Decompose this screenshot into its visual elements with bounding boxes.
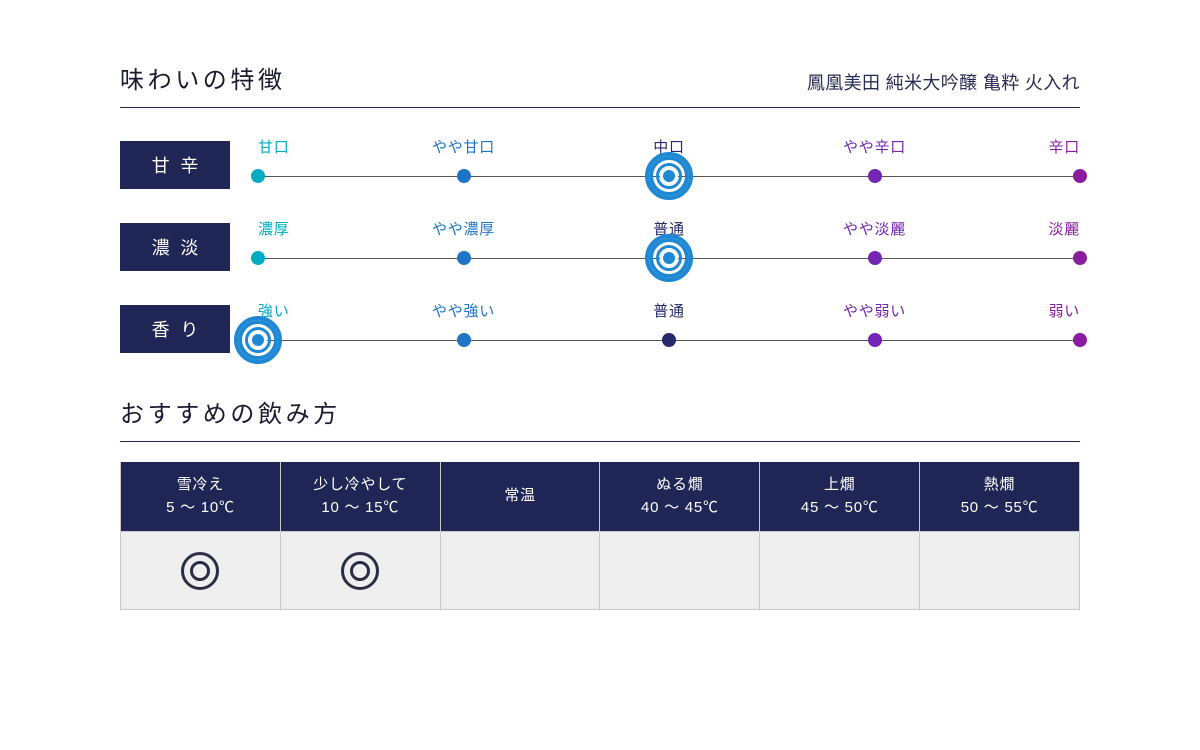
attribute-scale: 濃厚やや濃厚普通やや淡麗淡麗	[258, 218, 1080, 276]
scale-point	[868, 251, 882, 265]
drinking-cell	[281, 532, 440, 610]
scale-point-label: やや辛口	[843, 136, 906, 157]
attribute-label: 甘辛	[120, 141, 230, 189]
recommended-mark-icon	[341, 552, 379, 590]
scale-point	[251, 169, 265, 183]
taste-title: 味わいの特徴	[120, 60, 286, 95]
attribute-scale: 強いやや強い普通やや弱い弱い	[258, 300, 1080, 358]
drinking-column-header: 少し冷やして10 〜 15℃	[281, 462, 440, 532]
scale-point	[868, 333, 882, 347]
drinking-column-header: 上燗45 〜 50℃	[760, 462, 919, 532]
scale-point-label: 弱い	[1048, 300, 1080, 321]
scale-point-selected	[649, 156, 689, 196]
scale-point-label: やや強い	[432, 300, 495, 321]
drinking-name: 雪冷え	[177, 474, 224, 497]
drinking-temp: 50 〜 55℃	[961, 497, 1039, 520]
scale-point	[868, 169, 882, 183]
drinking-cell	[920, 532, 1079, 610]
scale-point-label: やや淡麗	[843, 218, 906, 239]
drinking-column-header: 常温	[441, 462, 600, 532]
scale-point-label: 甘口	[258, 136, 290, 157]
drinking-column-header: 雪冷え5 〜 10℃	[121, 462, 280, 532]
attribute-label: 濃淡	[120, 223, 230, 271]
scale-point	[1073, 333, 1087, 347]
drinking-name: 上燗	[824, 474, 856, 497]
page: 味わいの特徴 鳳凰美田 純米大吟醸 亀粋 火入れ 甘辛甘口やや甘口中口やや辛口辛…	[0, 0, 1200, 650]
drinking-temp: 45 〜 50℃	[801, 497, 879, 520]
drinking-title: おすすめの飲み方	[120, 394, 1080, 429]
scale-dot-icon	[251, 251, 265, 265]
scale-dot-icon	[662, 333, 676, 347]
attribute-row: 香り強いやや強い普通やや弱い弱い	[120, 300, 1080, 358]
drinking-name: 熱燗	[984, 474, 1016, 497]
scale-point	[457, 333, 471, 347]
drinking-cell	[441, 532, 600, 610]
scale-dot-icon	[457, 251, 471, 265]
scale-dot-icon	[1073, 251, 1087, 265]
drinking-cell	[121, 532, 280, 610]
scale-point	[662, 333, 676, 347]
scale-dot-icon	[868, 333, 882, 347]
scale-point-label: 淡麗	[1048, 218, 1080, 239]
scale-point	[457, 169, 471, 183]
drinking-temp: 40 〜 45℃	[641, 497, 719, 520]
scale-point-label: やや弱い	[843, 300, 906, 321]
drinking-table: 雪冷え5 〜 10℃少し冷やして10 〜 15℃常温ぬる燗40 〜 45℃上燗4…	[120, 462, 1080, 610]
scale-point-label: 普通	[653, 300, 685, 321]
product-name: 鳳凰美田 純米大吟醸 亀粋 火入れ	[807, 69, 1080, 95]
drinking-cell	[760, 532, 919, 610]
scale-point-selected	[238, 320, 278, 360]
attribute-row: 濃淡濃厚やや濃厚普通やや淡麗淡麗	[120, 218, 1080, 276]
drinking-column: 雪冷え5 〜 10℃	[120, 462, 281, 610]
drinking-column-header: ぬる燗40 〜 45℃	[600, 462, 759, 532]
scale-point-label: 辛口	[1048, 136, 1080, 157]
attribute-scale: 甘口やや甘口中口やや辛口辛口	[258, 136, 1080, 194]
scale-point-selected	[649, 238, 689, 278]
scale-dot-icon	[1073, 169, 1087, 183]
scale-dot-icon	[251, 169, 265, 183]
selected-ring-icon	[649, 156, 689, 196]
selected-ring-icon	[649, 238, 689, 278]
recommended-mark-icon	[181, 552, 219, 590]
taste-attributes: 甘辛甘口やや甘口中口やや辛口辛口濃淡濃厚やや濃厚普通やや淡麗淡麗香り強いやや強い…	[120, 136, 1080, 358]
taste-header: 味わいの特徴 鳳凰美田 純米大吟醸 亀粋 火入れ	[120, 60, 1080, 108]
scale-point	[1073, 251, 1087, 265]
scale-point-label: やや濃厚	[432, 218, 495, 239]
drinking-column: 少し冷やして10 〜 15℃	[281, 462, 441, 610]
drinking-header: おすすめの飲み方	[120, 394, 1080, 442]
scale-dot-icon	[868, 169, 882, 183]
drinking-name: ぬる燗	[656, 474, 703, 497]
scale-point-label: 濃厚	[258, 218, 290, 239]
drinking-cell	[600, 532, 759, 610]
scale-point	[1073, 169, 1087, 183]
drinking-column: ぬる燗40 〜 45℃	[600, 462, 760, 610]
scale-dot-icon	[868, 251, 882, 265]
drinking-column: 上燗45 〜 50℃	[760, 462, 920, 610]
scale-dot-icon	[457, 333, 471, 347]
drinking-name: 常温	[504, 485, 536, 508]
attribute-label: 香り	[120, 305, 230, 353]
scale-dot-icon	[1073, 333, 1087, 347]
scale-point	[251, 251, 265, 265]
drinking-column: 熱燗50 〜 55℃	[920, 462, 1080, 610]
drinking-temp: 5 〜 10℃	[166, 497, 235, 520]
scale-dot-icon	[457, 169, 471, 183]
drinking-temp: 10 〜 15℃	[321, 497, 399, 520]
drinking-column: 常温	[441, 462, 601, 610]
drinking-name: 少し冷やして	[313, 474, 407, 497]
selected-ring-icon	[238, 320, 278, 360]
drinking-column-header: 熱燗50 〜 55℃	[920, 462, 1079, 532]
scale-point	[457, 251, 471, 265]
scale-point-label: やや甘口	[432, 136, 495, 157]
attribute-row: 甘辛甘口やや甘口中口やや辛口辛口	[120, 136, 1080, 194]
